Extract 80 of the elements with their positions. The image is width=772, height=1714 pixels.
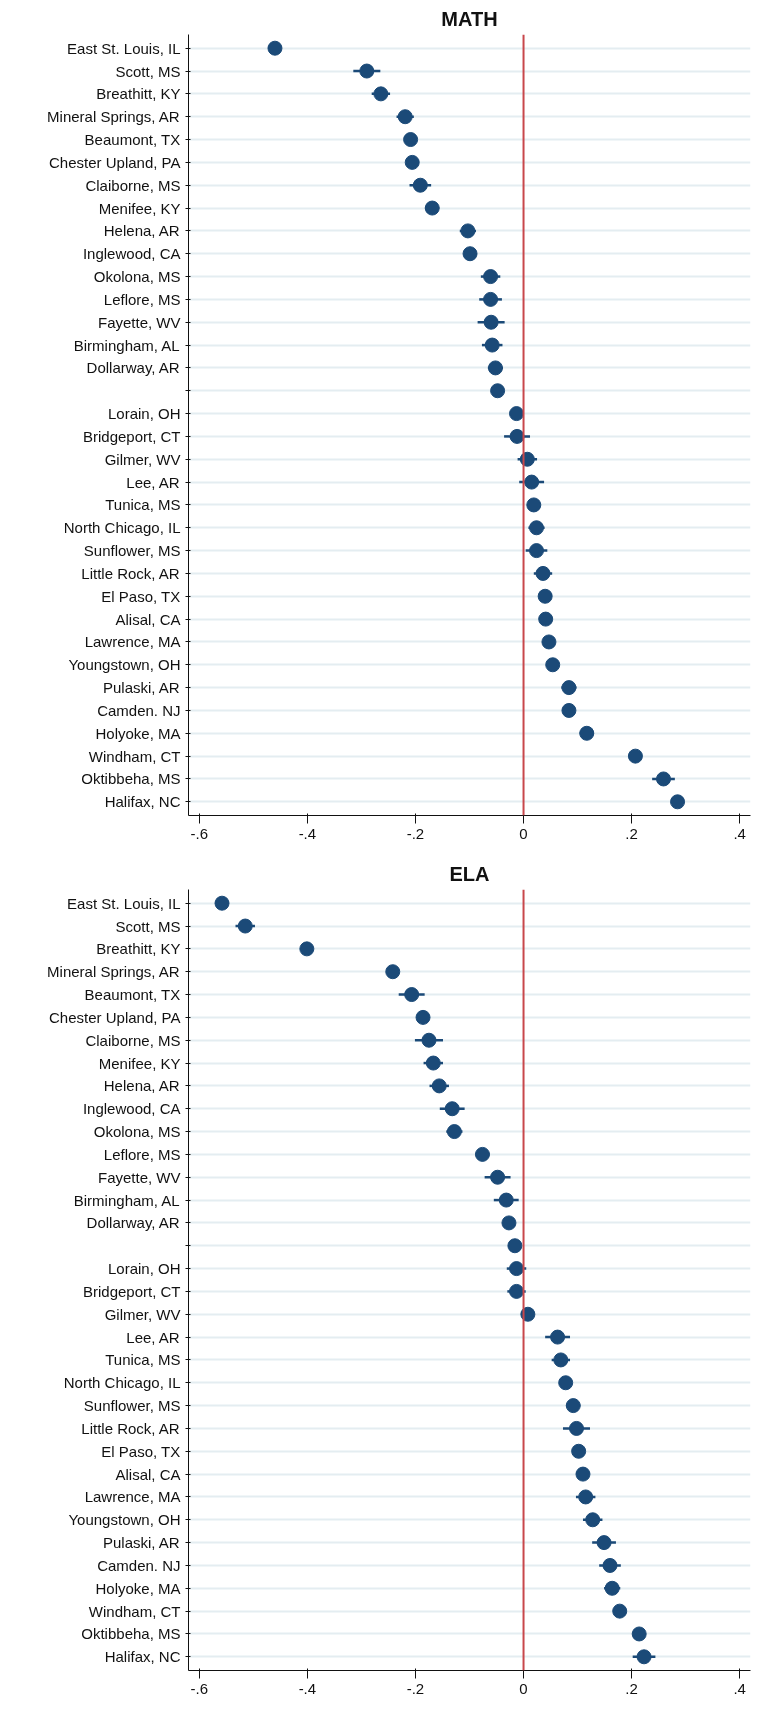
y-tick-label: El Paso, TX — [101, 587, 181, 605]
y-tick-label: Pulaski, AR — [102, 679, 180, 697]
y-tick-label: North Chicago, IL — [63, 1374, 181, 1392]
y-tick-label: Tunica, MS — [105, 496, 181, 514]
y-tick-label: Windham, CT — [88, 1602, 181, 1620]
y-tick-label: Beaumont, TX — [84, 131, 181, 149]
y-tick-label: Breathitt, KY — [96, 85, 181, 103]
y-tick-label: Gilmer, WV — [104, 450, 181, 468]
y-tick-label: Holyoke, MA — [95, 724, 181, 742]
y-tick-label: Lee, AR — [126, 1328, 180, 1346]
y-tick-label: Lee, AR — [126, 473, 180, 491]
y-tick-label: Dollarway, AR — [86, 1214, 180, 1232]
y-tick-label: Birmingham, AL — [73, 336, 180, 354]
x-tick-label: .4 — [733, 824, 746, 842]
y-tick-label: Lorain, OH — [107, 1260, 181, 1278]
x-tick-label: -.2 — [406, 1679, 425, 1697]
y-tick-label: Inglewood, CA — [82, 1100, 181, 1118]
chart-title: ELA — [449, 862, 490, 885]
y-tick-label: Menifee, KY — [98, 199, 181, 217]
y-tick-label: Fayette, WV — [97, 313, 181, 331]
x-tick-label: -.4 — [298, 824, 317, 842]
x-tick-label: -.4 — [298, 1679, 317, 1697]
y-tick-label: El Paso, TX — [101, 1442, 181, 1460]
y-tick-label: Scott, MS — [115, 62, 181, 80]
y-tick-label: Scott, MS — [115, 917, 181, 935]
y-tick-label: Menifee, KY — [98, 1054, 181, 1072]
x-tick-label: 0 — [519, 824, 528, 842]
y-tick-label: Helena, AR — [103, 1077, 180, 1095]
y-tick-label: Halifax, NC — [104, 1648, 181, 1666]
x-tick-label: .2 — [625, 824, 638, 842]
y-tick-label: Leflore, MS — [103, 290, 181, 308]
x-tick-label: -.6 — [190, 1679, 209, 1697]
y-tick-label: Claiborne, MS — [85, 1031, 181, 1049]
y-tick-label: East St. Louis, IL — [67, 39, 181, 57]
x-tick-label: .4 — [733, 1679, 746, 1697]
y-tick-label: Alisal, CA — [115, 610, 181, 628]
y-tick-label: Dollarway, AR — [86, 359, 180, 377]
y-tick-label: Claiborne, MS — [85, 176, 181, 194]
y-tick-label: Inglewood, CA — [82, 245, 181, 263]
y-tick-label: Helena, AR — [103, 222, 180, 240]
y-tick-label: Mineral Springs, AR — [47, 963, 180, 981]
y-tick-label: Oktibbeha, MS — [81, 770, 181, 788]
y-tick-label: Lorain, OH — [107, 405, 181, 423]
y-tick-label: Okolona, MS — [93, 1123, 181, 1141]
y-tick-label: Bridgeport, CT — [82, 427, 181, 445]
x-tick-label: .2 — [625, 1679, 638, 1697]
y-tick-label: Holyoke, MA — [95, 1579, 181, 1597]
y-tick-label: East St. Louis, IL — [67, 894, 181, 912]
y-tick-label: Mineral Springs, AR — [47, 108, 180, 126]
y-tick-label: Windham, CT — [88, 747, 181, 765]
y-tick-label: Youngstown, OH — [68, 1511, 181, 1529]
y-tick-label: Sunflower, MS — [83, 1397, 181, 1415]
y-tick-label: Gilmer, WV — [104, 1305, 181, 1323]
x-tick-label: -.6 — [190, 824, 209, 842]
y-tick-label: Chester Upland, PA — [49, 153, 181, 171]
y-tick-label: Oktibbeha, MS — [81, 1625, 181, 1643]
y-tick-label: Breathitt, KY — [96, 940, 181, 958]
y-tick-label: Chester Upland, PA — [49, 1008, 181, 1026]
y-tick-label: Youngstown, OH — [68, 656, 181, 674]
y-tick-label: Lawrence, MA — [84, 633, 181, 651]
y-tick-label: Tunica, MS — [105, 1351, 181, 1369]
y-tick-label: Okolona, MS — [93, 268, 181, 286]
chart-title: MATH — [441, 7, 498, 30]
y-tick-label: Halifax, NC — [104, 793, 181, 811]
y-tick-label: Little Rock, AR — [81, 1419, 180, 1437]
y-tick-label: Sunflower, MS — [83, 542, 181, 560]
y-tick-label: Camden. NJ — [97, 1556, 181, 1574]
y-tick-label: Camden. NJ — [97, 701, 181, 719]
y-tick-label: North Chicago, IL — [63, 519, 181, 537]
y-tick-label: Beaumont, TX — [84, 986, 181, 1004]
x-tick-label: -.2 — [406, 824, 425, 842]
y-tick-label: Lawrence, MA — [84, 1488, 181, 1506]
y-tick-label: Birmingham, AL — [73, 1191, 180, 1209]
y-tick-label: Little Rock, AR — [81, 564, 180, 582]
y-tick-label: Alisal, CA — [115, 1465, 181, 1483]
y-tick-label: Pulaski, AR — [102, 1534, 180, 1552]
y-tick-label: Leflore, MS — [103, 1145, 181, 1163]
x-tick-label: 0 — [519, 1679, 528, 1697]
y-tick-label: Bridgeport, CT — [82, 1282, 181, 1300]
y-tick-label: Fayette, WV — [97, 1168, 181, 1186]
